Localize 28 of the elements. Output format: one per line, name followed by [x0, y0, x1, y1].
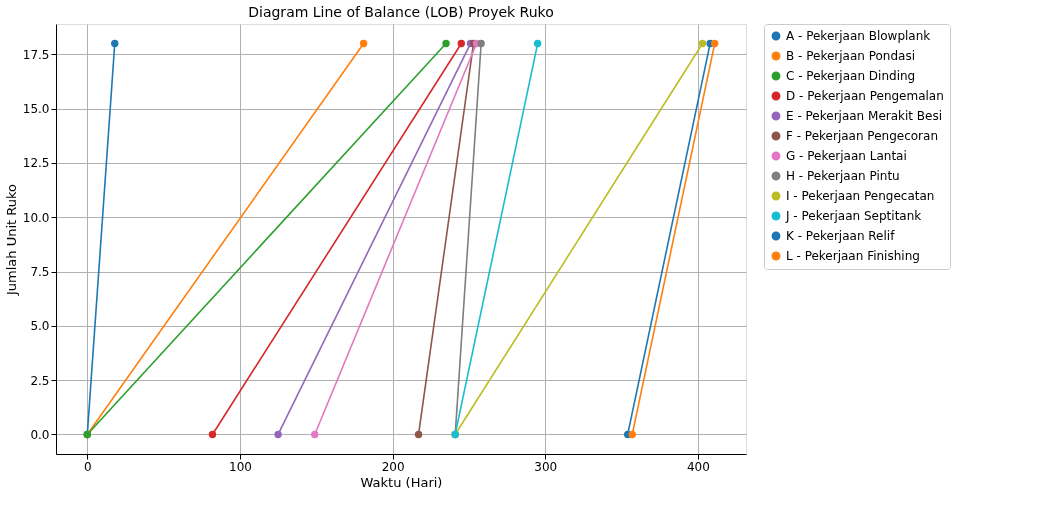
x-tick-label: 200 [381, 459, 405, 474]
legend-label: J - Pekerjaan Septitank [785, 209, 922, 223]
legend-label: I - Pekerjaan Pengecatan [786, 189, 935, 203]
y-tick-label: 15.0 [22, 102, 50, 117]
legend-label: A - Pekerjaan Blowplank [786, 29, 931, 43]
y-tick-label: 10.0 [22, 210, 50, 225]
legend-label: L - Pekerjaan Finishing [786, 249, 920, 263]
legend-label: D - Pekerjaan Pengemalan [786, 89, 944, 103]
legend-label: K - Pekerjaan Relif [786, 229, 896, 243]
x-tick-label: 0 [83, 459, 92, 474]
y-tick-label: 7.5 [30, 265, 50, 280]
y-tick-label: 2.5 [30, 373, 50, 388]
y-axis-title: Jumlah Unit Ruko [3, 183, 19, 296]
y-tick-label: 5.0 [30, 319, 50, 334]
legend-label: E - Pekerjaan Merakit Besi [786, 109, 943, 123]
x-tick-label: 100 [229, 459, 252, 474]
legend-label: H - Pekerjaan Pintu [786, 169, 900, 183]
y-tick-label: 0.0 [30, 427, 50, 442]
chart-title: Diagram Line of Balance (LOB) Proyek Ruko [248, 3, 554, 20]
y-tick-label: 17.5 [22, 47, 50, 62]
legend-label: F - Pekerjaan Pengecoran [786, 129, 938, 143]
y-tick-label: 12.5 [22, 156, 50, 171]
legend-label: B - Pekerjaan Pondasi [786, 49, 915, 63]
legend-label: G - Pekerjaan Lantai [786, 149, 907, 163]
x-tick-label: 400 [686, 459, 710, 474]
legend-label: C - Pekerjaan Dinding [786, 69, 916, 83]
x-axis-title: Waktu (Hari) [360, 474, 443, 490]
x-tick-label: 300 [534, 459, 558, 474]
